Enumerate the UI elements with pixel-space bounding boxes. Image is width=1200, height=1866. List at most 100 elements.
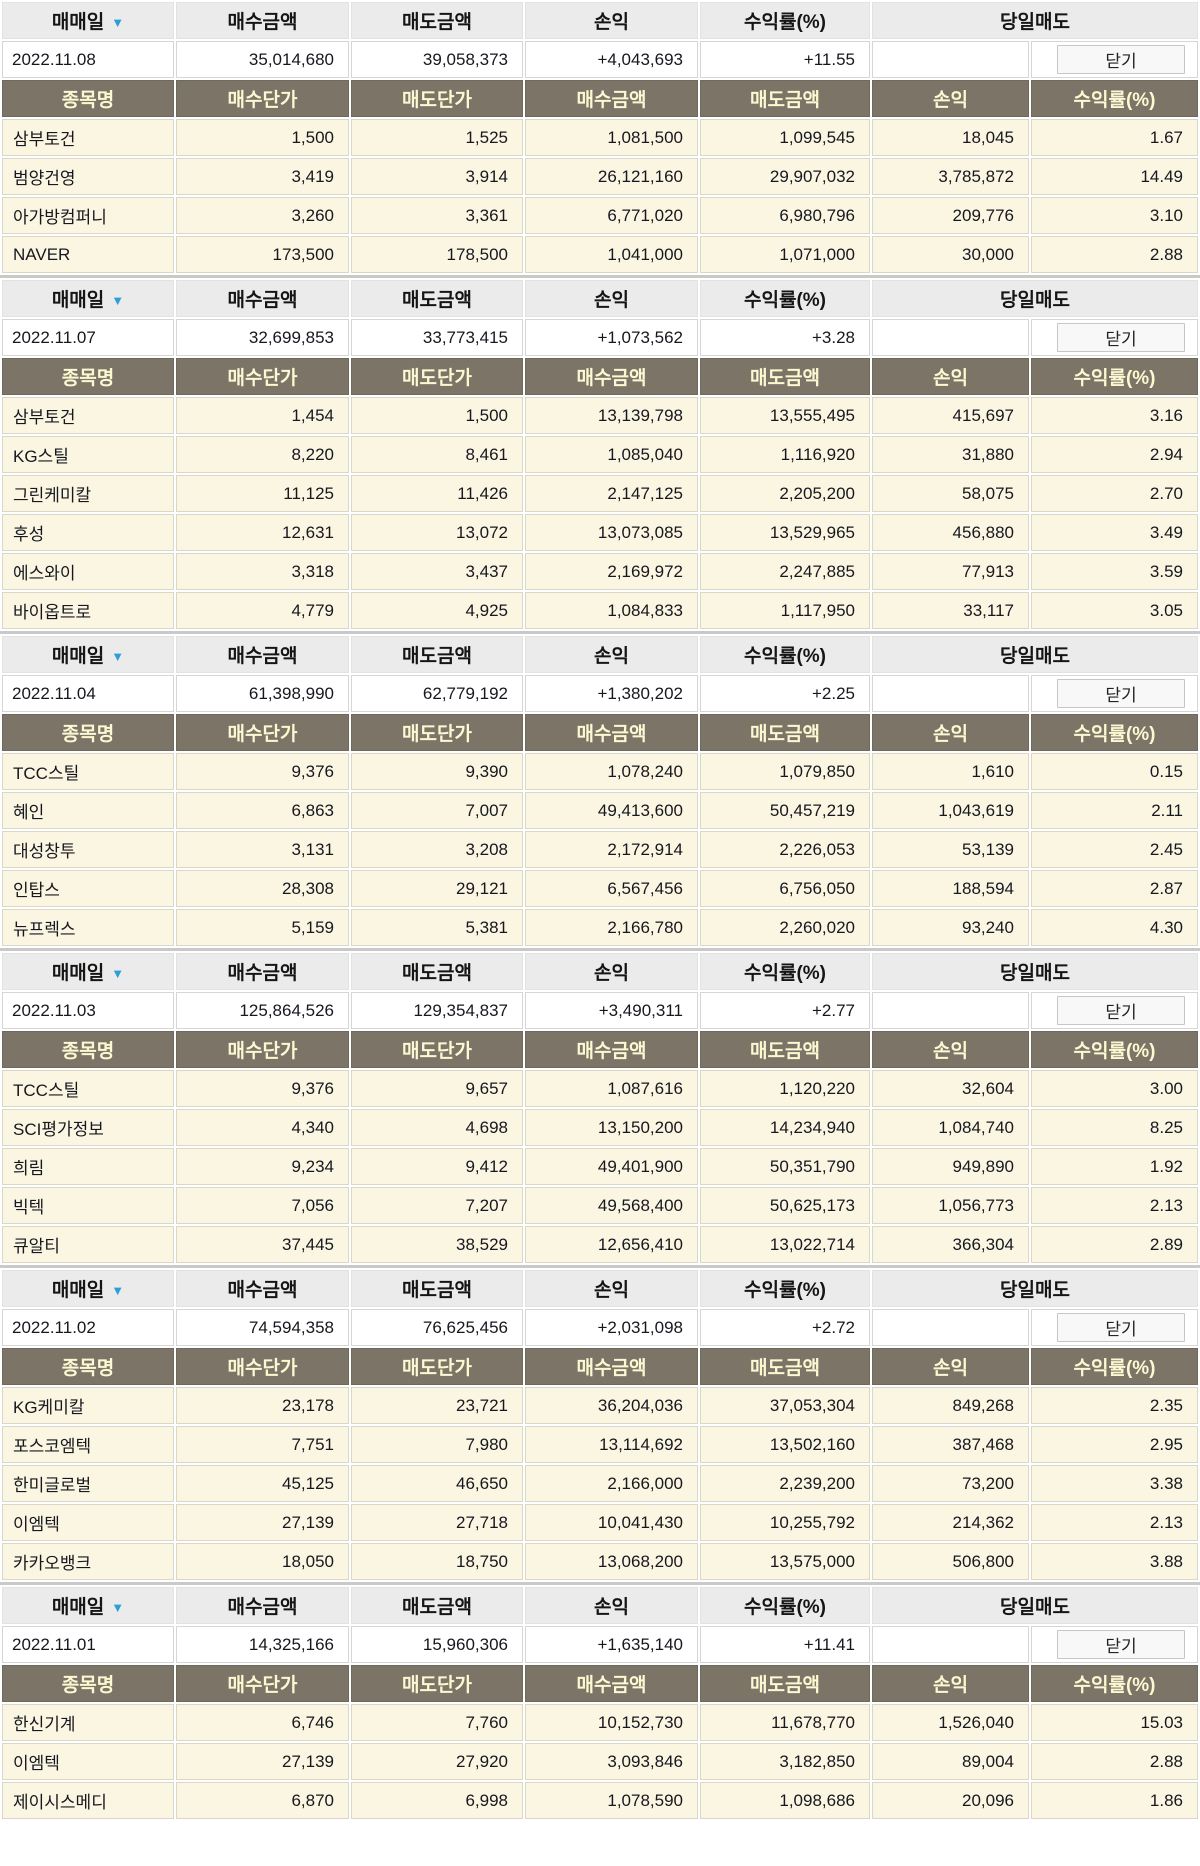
stock-row: 제이시스메디 6,870 6,998 1,078,590 1,098,686 2… (2, 1782, 1199, 1819)
day-header-row: 매매일 ▼ 매수금액 매도금액 손익 수익률(%) 당일매도 (2, 636, 1199, 673)
buy-price-column-header: 매수단가 (176, 1665, 349, 1702)
stock-name: KG스틸 (2, 436, 174, 473)
profit-column-header: 손익 (525, 2, 698, 39)
stock-sell-price: 4,698 (351, 1109, 523, 1146)
sort-desc-icon: ▼ (111, 649, 125, 664)
trade-date-column-header[interactable]: 매매일 ▼ (2, 953, 174, 990)
stock-buy-amount-column-header: 매수금액 (525, 358, 698, 395)
close-button[interactable]: 닫기 (1057, 1313, 1186, 1342)
trade-date-column-label: 매매일 (51, 290, 105, 311)
trade-day-section: 매매일 ▼ 매수금액 매도금액 손익 수익률(%) 당일매도 2022.11.03… (0, 951, 1200, 1265)
trade-date: 2022.11.07 (2, 319, 174, 356)
stock-header-row: 종목명 매수단가 매도단가 매수금액 매도금액 손익 수익률(%) (2, 80, 1199, 117)
stock-buy-price: 18,050 (176, 1543, 349, 1580)
trade-date: 2022.11.08 (2, 41, 174, 78)
profit-column-header: 손익 (525, 1270, 698, 1307)
stock-name-column-header: 종목명 (2, 1031, 174, 1068)
trade-date-column-header[interactable]: 매매일 ▼ (2, 636, 174, 673)
trade-journal: 매매일 ▼ 매수금액 매도금액 손익 수익률(%) 당일매도 2022.11.08… (0, 0, 1200, 1821)
stock-sell-amount: 3,182,850 (700, 1743, 870, 1780)
stock-sell-amount-column-header: 매도금액 (700, 1665, 870, 1702)
trade-date-column-header[interactable]: 매매일 ▼ (2, 1587, 174, 1624)
stock-sell-price: 178,500 (351, 236, 523, 273)
close-button[interactable]: 닫기 (1057, 1630, 1186, 1659)
trade-date-column-label: 매매일 (51, 1280, 105, 1301)
day-summary-row: 2022.11.07 32,699,853 33,773,415 +1,073,… (2, 319, 1199, 356)
stock-rate: 3.38 (1031, 1465, 1199, 1502)
stock-rate: 2.35 (1031, 1387, 1199, 1424)
stock-profit: 506,800 (872, 1543, 1029, 1580)
stock-buy-amount: 1,087,616 (525, 1070, 698, 1107)
rate-column-header: 수익률(%) (700, 953, 870, 990)
stock-profit: 3,785,872 (872, 158, 1029, 195)
stock-sell-amount: 50,625,173 (700, 1187, 870, 1224)
profit-column-header: 손익 (525, 636, 698, 673)
stock-sell-price: 7,007 (351, 792, 523, 829)
stock-sell-price: 27,920 (351, 1743, 523, 1780)
stock-name: 빅텍 (2, 1187, 174, 1224)
stock-name-column-header: 종목명 (2, 80, 174, 117)
buy-amount-column-header: 매수금액 (176, 1587, 349, 1624)
stock-profit: 18,045 (872, 119, 1029, 156)
stock-buy-price: 6,870 (176, 1782, 349, 1819)
stock-rate-column-header: 수익률(%) (1031, 1348, 1199, 1385)
close-button[interactable]: 닫기 (1057, 45, 1186, 74)
stock-row: NAVER 173,500 178,500 1,041,000 1,071,00… (2, 236, 1199, 273)
stock-row: KG스틸 8,220 8,461 1,085,040 1,116,920 31,… (2, 436, 1199, 473)
stock-profit: 849,268 (872, 1387, 1029, 1424)
day-sell-empty-cell (872, 319, 1029, 356)
stock-profit-column-header: 손익 (872, 1031, 1029, 1068)
stock-profit: 33,117 (872, 592, 1029, 629)
sections: 매매일 ▼ 매수금액 매도금액 손익 수익률(%) 당일매도 2022.11.08… (0, 0, 1200, 1821)
stock-row: 에스와이 3,318 3,437 2,169,972 2,247,885 77,… (2, 553, 1199, 590)
stock-buy-price: 4,340 (176, 1109, 349, 1146)
stock-buy-amount: 13,114,692 (525, 1426, 698, 1463)
close-button[interactable]: 닫기 (1057, 323, 1186, 352)
stock-buy-amount: 13,068,200 (525, 1543, 698, 1580)
trade-date-column-header[interactable]: 매매일 ▼ (2, 280, 174, 317)
stock-buy-amount: 13,150,200 (525, 1109, 698, 1146)
sell-price-column-header: 매도단가 (351, 1348, 523, 1385)
close-button[interactable]: 닫기 (1057, 679, 1186, 708)
section-divider (0, 1265, 1200, 1268)
close-button[interactable]: 닫기 (1057, 996, 1186, 1025)
stock-rate: 3.16 (1031, 397, 1199, 434)
stock-sell-price: 27,718 (351, 1504, 523, 1541)
stock-name: 삼부토건 (2, 119, 174, 156)
stock-buy-amount-column-header: 매수금액 (525, 1665, 698, 1702)
stock-sell-amount: 1,099,545 (700, 119, 870, 156)
stock-sell-amount: 13,575,000 (700, 1543, 870, 1580)
stock-profit: 31,880 (872, 436, 1029, 473)
day-header-row: 매매일 ▼ 매수금액 매도금액 손익 수익률(%) 당일매도 (2, 1270, 1199, 1307)
stock-rate-column-header: 수익률(%) (1031, 1031, 1199, 1068)
day-profit-total: +3,490,311 (525, 992, 698, 1029)
stock-profit: 366,304 (872, 1226, 1029, 1263)
stock-header-row: 종목명 매수단가 매도단가 매수금액 매도금액 손익 수익률(%) (2, 358, 1199, 395)
close-button-cell: 닫기 (1031, 319, 1199, 356)
stock-sell-price: 3,914 (351, 158, 523, 195)
stock-row: 한미글로벌 45,125 46,650 2,166,000 2,239,200 … (2, 1465, 1199, 1502)
stock-header-row: 종목명 매수단가 매도단가 매수금액 매도금액 손익 수익률(%) (2, 1348, 1199, 1385)
stock-buy-price: 11,125 (176, 475, 349, 512)
day-sell-total: 15,960,306 (351, 1626, 523, 1663)
stock-buy-amount: 2,147,125 (525, 475, 698, 512)
stock-buy-amount: 49,401,900 (525, 1148, 698, 1185)
stock-rate-column-header: 수익률(%) (1031, 358, 1199, 395)
stock-buy-price: 3,419 (176, 158, 349, 195)
stock-buy-amount: 49,413,600 (525, 792, 698, 829)
stock-buy-price: 3,260 (176, 197, 349, 234)
trade-date: 2022.11.03 (2, 992, 174, 1029)
stock-rate: 2.89 (1031, 1226, 1199, 1263)
stock-rate-column-header: 수익률(%) (1031, 714, 1199, 751)
stock-name: 한미글로벌 (2, 1465, 174, 1502)
stock-rate: 3.10 (1031, 197, 1199, 234)
stock-profit: 1,084,740 (872, 1109, 1029, 1146)
trade-date-column-label: 매매일 (51, 963, 105, 984)
stock-profit: 1,526,040 (872, 1704, 1029, 1741)
stock-row: TCC스틸 9,376 9,390 1,078,240 1,079,850 1,… (2, 753, 1199, 790)
trade-date-column-header[interactable]: 매매일 ▼ (2, 1270, 174, 1307)
stock-profit: 209,776 (872, 197, 1029, 234)
day-profit-total: +1,380,202 (525, 675, 698, 712)
stock-profit-column-header: 손익 (872, 358, 1029, 395)
trade-date-column-header[interactable]: 매매일 ▼ (2, 2, 174, 39)
